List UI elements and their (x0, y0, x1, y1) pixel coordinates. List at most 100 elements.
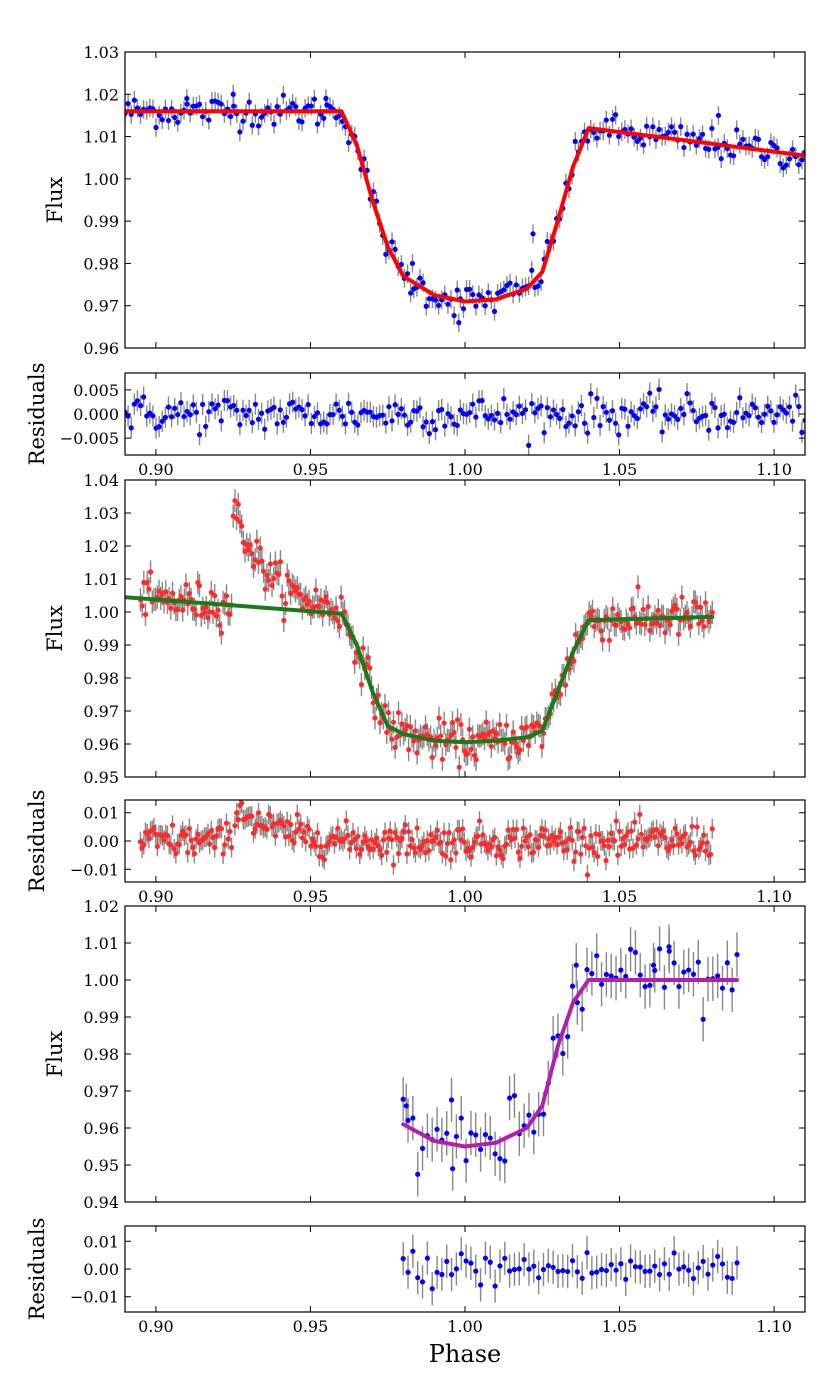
data-point (382, 829, 388, 835)
data-point (507, 416, 513, 422)
data-point (765, 154, 771, 160)
data-point (502, 740, 508, 747)
data-point (409, 260, 416, 267)
data-point (370, 846, 376, 852)
data-point (618, 967, 624, 973)
data-point (566, 420, 572, 426)
data-point (168, 414, 175, 420)
data-point (689, 823, 695, 830)
data-point (311, 413, 318, 420)
data-point (298, 821, 304, 827)
data-point (468, 1130, 474, 1136)
data-point (249, 550, 255, 557)
data-point (724, 425, 730, 431)
data-point (709, 125, 715, 132)
data-point (645, 604, 651, 610)
data-point (336, 623, 343, 629)
y-tick-label: 0.99 (83, 1008, 119, 1027)
data-point (656, 946, 663, 952)
data-point (456, 764, 462, 770)
data-point (662, 630, 668, 636)
data-point (696, 621, 702, 627)
data-point (740, 415, 746, 421)
data-point (451, 729, 457, 736)
data-point (468, 854, 474, 860)
data-point (652, 834, 658, 840)
data-point (762, 411, 768, 417)
data-point (571, 658, 577, 664)
data-point (389, 837, 395, 843)
data-point (239, 800, 245, 806)
data-point (400, 829, 407, 835)
data-point (606, 417, 612, 423)
data-point (357, 851, 363, 857)
data-point (382, 703, 388, 709)
data-point (436, 302, 442, 309)
y-tick-label: 0.00 (83, 1260, 119, 1279)
data-point (203, 423, 209, 430)
data-point (439, 756, 445, 762)
data-point (444, 1258, 450, 1264)
data-point (493, 731, 499, 737)
data-point (395, 850, 402, 857)
y-tick-label: 0.94 (83, 1193, 119, 1212)
x-tick-label: 0.95 (293, 1317, 329, 1336)
data-point (234, 810, 240, 816)
data-point (581, 825, 587, 831)
data-point (218, 101, 224, 107)
y-tick-label: 0.99 (83, 636, 119, 655)
data-point (692, 599, 699, 605)
data-point (427, 832, 434, 838)
data-point (702, 600, 709, 606)
data-point (325, 599, 331, 606)
data-point (352, 836, 358, 843)
data-point (195, 831, 201, 837)
data-point (402, 822, 408, 828)
data-point (734, 409, 740, 416)
data-point (383, 251, 389, 257)
data-point (569, 983, 576, 989)
data-point (777, 404, 783, 410)
data-point (665, 847, 672, 854)
data-point (343, 818, 349, 824)
data-point (715, 425, 721, 431)
data-point (272, 833, 278, 839)
data-point (276, 571, 282, 577)
data-point (281, 617, 287, 624)
data-point (271, 404, 277, 410)
data-point (347, 846, 353, 853)
data-point (401, 412, 408, 418)
data-point (218, 418, 224, 424)
data-point (527, 832, 533, 838)
data-point (423, 419, 429, 425)
data-point (223, 820, 230, 826)
y-tick-label: 0.97 (83, 702, 119, 721)
data-point (611, 838, 618, 844)
data-point (707, 851, 714, 857)
data-point (510, 729, 516, 735)
y-tick-label: 0.99 (83, 212, 119, 231)
data-point (338, 594, 344, 600)
data-point (672, 825, 678, 832)
data-point (690, 971, 697, 977)
data-point (330, 411, 336, 418)
data-point (538, 279, 544, 285)
data-point (445, 301, 451, 307)
data-point (661, 1261, 668, 1267)
data-point (513, 412, 519, 418)
data-point (196, 583, 203, 589)
data-point (623, 1276, 629, 1282)
data-point (184, 95, 190, 102)
data-point (387, 828, 393, 834)
data-point (480, 731, 486, 737)
data-point (424, 1255, 430, 1261)
data-point (802, 417, 805, 424)
data-point (637, 972, 643, 978)
data-point (473, 303, 479, 309)
data-point (208, 589, 214, 596)
data-point (392, 402, 398, 408)
data-point (682, 831, 688, 837)
data-point (606, 637, 612, 643)
data-point (630, 605, 636, 611)
